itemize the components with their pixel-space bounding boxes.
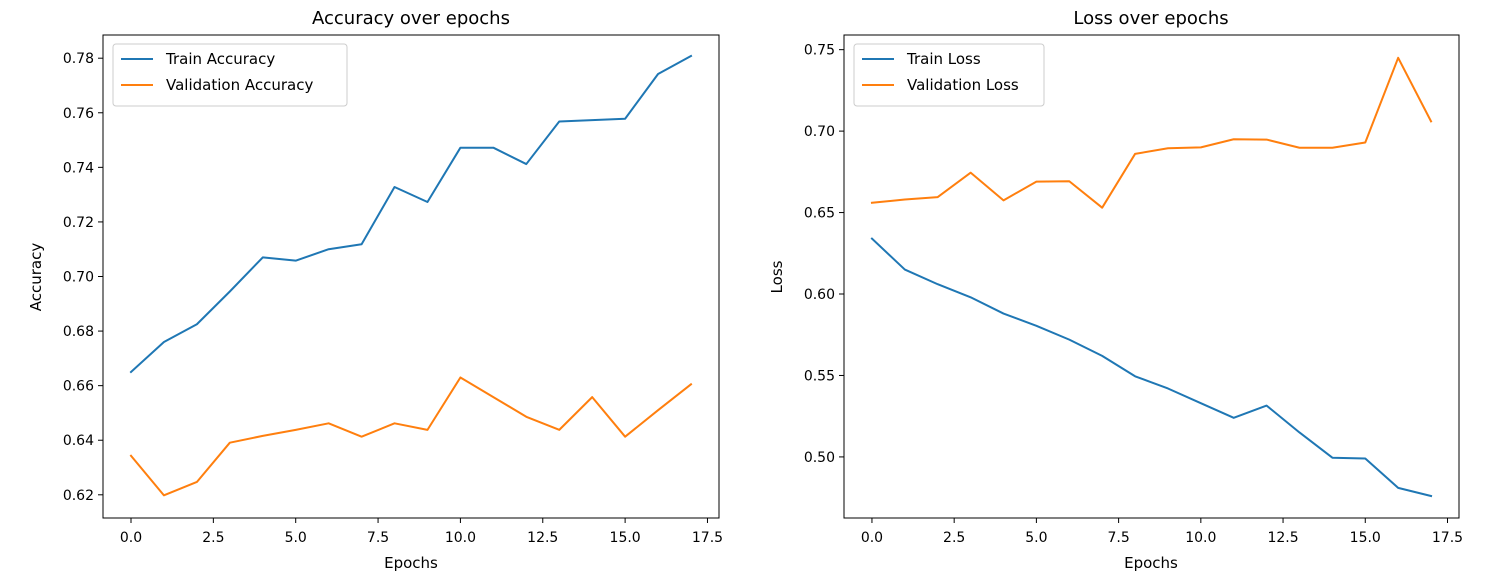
series-line-validation-accuracy [129, 376, 693, 497]
x-tick-label: 15.0 [1350, 530, 1381, 546]
x-tick-label: 2.5 [202, 530, 224, 546]
y-tick-label: 0.62 [63, 488, 94, 504]
y-tick-label: 0.64 [63, 433, 94, 449]
x-tick-label: 5.0 [285, 530, 307, 546]
series-line-train-accuracy [129, 54, 693, 374]
y-tick-label: 0.50 [804, 450, 835, 466]
x-tick-label: 7.5 [1107, 530, 1129, 546]
x-tick-label: 12.5 [527, 530, 558, 546]
y-tick-label: 0.75 [804, 43, 835, 59]
legend-item: Validation Accuracy [121, 76, 313, 94]
legend-label: Train Accuracy [165, 50, 275, 68]
accuracy-chart: Accuracy over epochs 0.0 2.5 5.0 7.5 10.0 12.… [27, 8, 723, 572]
chart-title: Accuracy over epochs [312, 8, 510, 29]
y-tick-label: 0.70 [63, 270, 94, 286]
x-tick-label: 2.5 [943, 530, 965, 546]
x-tick-label: 7.5 [367, 530, 389, 546]
y-tick-label: 0.60 [804, 287, 835, 303]
y-axis-label: Loss [768, 260, 786, 293]
loss-chart: Loss over epochs 0.0 2.5 5.0 7.5 10.0 12.5 15.… [768, 8, 1463, 572]
chart-title: Loss over epochs [1073, 8, 1228, 29]
y-tick-label: 0.66 [63, 379, 94, 395]
x-axis-label: Epochs [1124, 554, 1178, 572]
y-tick-label: 0.72 [63, 215, 94, 231]
series-line-train-loss [870, 237, 1433, 498]
legend-item: Validation Loss [862, 76, 1019, 94]
legend-item: Train Accuracy [121, 50, 275, 68]
legend: Train Accuracy Validation Accuracy [112, 43, 348, 107]
x-tick-label: 12.5 [1267, 530, 1298, 546]
series-line-validation-loss [870, 56, 1433, 209]
axes-frame [843, 34, 1460, 519]
legend-label: Validation Loss [907, 76, 1019, 94]
y-tick-label: 0.68 [63, 324, 94, 340]
y-tick-label: 0.78 [63, 51, 94, 67]
y-tick-label: 0.76 [63, 106, 94, 122]
x-tick-label: 10.0 [445, 530, 476, 546]
x-tick-label: 10.0 [1185, 530, 1216, 546]
legend-frame [853, 43, 1045, 107]
x-axis-label: Epochs [384, 554, 438, 572]
x-tick-label: 0.0 [120, 530, 142, 546]
legend-label: Validation Accuracy [166, 76, 313, 94]
x-tick-label: 17.5 [692, 530, 723, 546]
x-tick-label: 5.0 [1025, 530, 1047, 546]
y-axis-label: Accuracy [27, 243, 45, 312]
x-tick-label: 15.0 [610, 530, 641, 546]
legend-item: Train Loss [862, 50, 981, 68]
y-tick-label: 0.55 [804, 368, 835, 384]
y-tick-label: 0.65 [804, 206, 835, 222]
y-tick-label: 0.74 [63, 160, 94, 176]
x-tick-label: 0.0 [861, 530, 883, 546]
legend-label: Train Loss [906, 50, 981, 68]
legend: Train Loss Validation Loss [853, 43, 1045, 107]
x-tick-label: 17.5 [1432, 530, 1463, 546]
legend-frame [112, 43, 348, 107]
y-tick-label: 0.70 [804, 124, 835, 140]
